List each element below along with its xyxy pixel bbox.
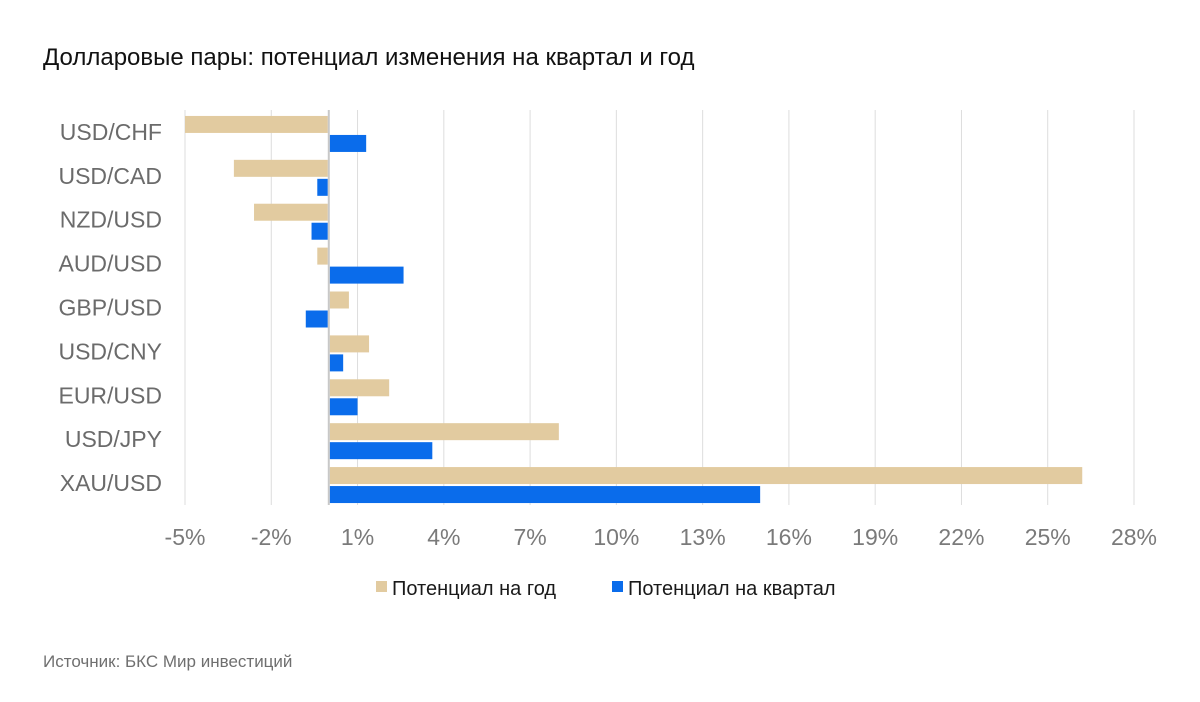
bar-quarter bbox=[329, 134, 367, 152]
x-tick-label: 22% bbox=[938, 524, 984, 550]
category-label: AUD/USD bbox=[58, 251, 162, 277]
bar-year bbox=[329, 423, 559, 441]
x-tick-label: -2% bbox=[251, 524, 292, 550]
bar-year bbox=[185, 115, 328, 133]
x-tick-label: 1% bbox=[341, 524, 374, 550]
bar-year bbox=[254, 203, 328, 221]
category-label: USD/JPY bbox=[65, 426, 162, 452]
category-label: GBP/USD bbox=[58, 295, 162, 321]
bar-quarter bbox=[329, 354, 344, 372]
bar-quarter bbox=[329, 486, 761, 504]
category-label: USD/CNY bbox=[58, 338, 162, 364]
x-tick-label: 7% bbox=[513, 524, 546, 550]
category-label: USD/CAD bbox=[58, 163, 162, 189]
bar-year bbox=[329, 291, 349, 309]
bar-year bbox=[329, 335, 370, 353]
source-note: Источник: БКС Мир инвестиций bbox=[43, 652, 293, 671]
legend-swatch-year bbox=[376, 581, 387, 592]
x-tick-label: 28% bbox=[1111, 524, 1157, 550]
bar-quarter bbox=[329, 398, 358, 416]
bar-year bbox=[233, 159, 328, 177]
bar-quarter bbox=[317, 178, 328, 196]
bar-quarter bbox=[305, 310, 328, 328]
legend-swatch-quarter bbox=[612, 581, 623, 592]
bar-quarter bbox=[311, 222, 328, 240]
x-tick-label: 10% bbox=[593, 524, 639, 550]
category-label: USD/CHF bbox=[60, 119, 162, 145]
bar-year bbox=[317, 247, 328, 265]
bar-year bbox=[329, 467, 1083, 485]
x-tick-label: 4% bbox=[427, 524, 460, 550]
category-label: NZD/USD bbox=[60, 207, 162, 233]
category-label: XAU/USD bbox=[60, 470, 162, 496]
legend-label-year: Потенциал на год bbox=[392, 578, 556, 600]
category-label: EUR/USD bbox=[58, 382, 162, 408]
x-tick-label: 16% bbox=[766, 524, 812, 550]
bar-quarter bbox=[329, 442, 433, 460]
bar-quarter bbox=[329, 266, 404, 284]
x-tick-label: -5% bbox=[165, 524, 206, 550]
chart-title: Долларовые пары: потенциал изменения на … bbox=[43, 44, 695, 71]
bar-year bbox=[329, 379, 390, 397]
x-tick-label: 13% bbox=[680, 524, 726, 550]
x-tick-label: 25% bbox=[1025, 524, 1071, 550]
x-tick-label: 19% bbox=[852, 524, 898, 550]
legend-label-quarter: Потенциал на квартал bbox=[628, 578, 836, 600]
